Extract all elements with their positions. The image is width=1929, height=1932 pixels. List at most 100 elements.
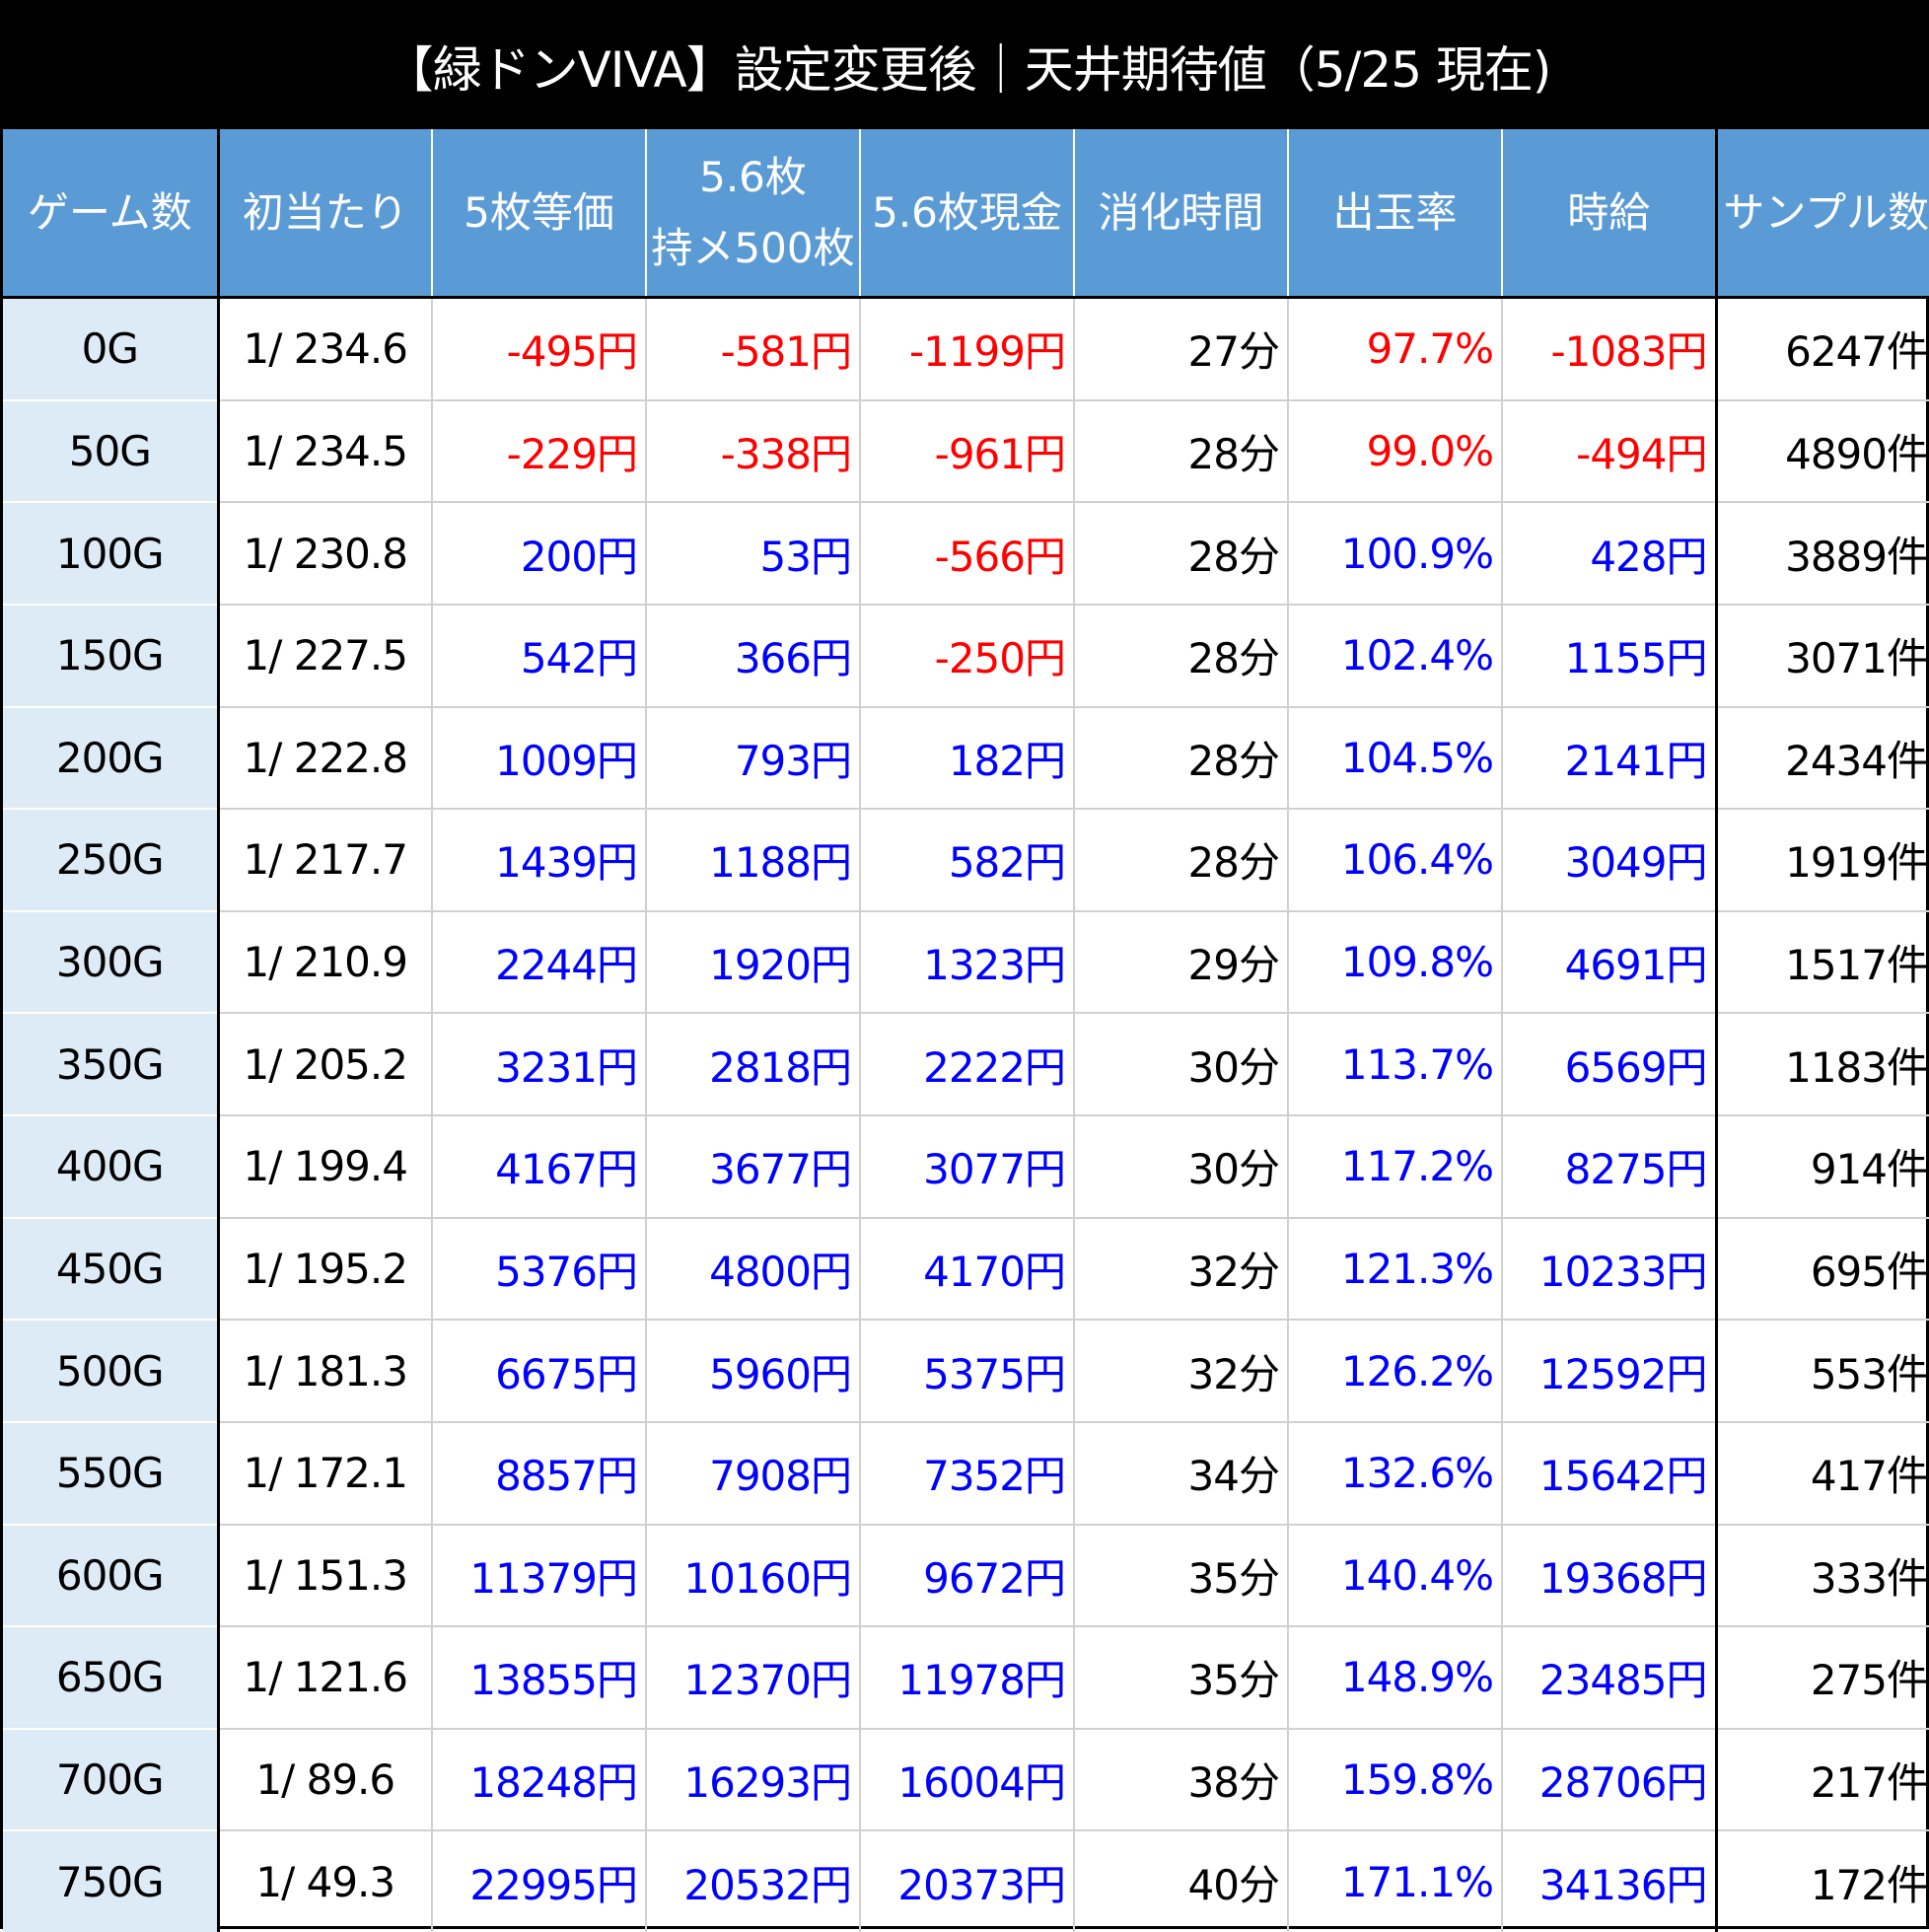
cell-first-hit: 1/ 172.1 xyxy=(218,1422,432,1525)
cell-first-hit: 1/ 227.5 xyxy=(218,605,432,707)
cell-cash-56: 7352円 xyxy=(860,1422,1074,1525)
cell-hold-56: 793円 xyxy=(646,707,860,810)
cell-cash-56: 4170円 xyxy=(860,1218,1074,1321)
column-header-cash-56: 5.6枚現金 xyxy=(860,129,1074,298)
cell-equal-5: 18248円 xyxy=(432,1729,646,1831)
column-header-equal-5: 5枚等価 xyxy=(432,129,646,298)
column-header-label: ゲーム数 xyxy=(28,188,192,237)
cell-equal-5: -495円 xyxy=(432,298,646,400)
cell-hold-56: 5960円 xyxy=(646,1320,860,1422)
cell-hourly-wage: 4691円 xyxy=(1502,911,1716,1014)
cell-games: 150G xyxy=(3,605,218,707)
cell-hourly-wage: 2141円 xyxy=(1502,707,1716,810)
column-header-sample-count: サンプル数 xyxy=(1716,129,1929,298)
cell-cash-56: 3077円 xyxy=(860,1115,1074,1218)
cell-hourly-wage: 28706円 xyxy=(1502,1729,1716,1831)
cell-hourly-wage: 1155円 xyxy=(1502,605,1716,707)
column-header-label: 5.6枚現金 xyxy=(872,188,1062,237)
cell-play-time: 28分 xyxy=(1074,707,1288,810)
column-header-label: 時給 xyxy=(1567,188,1650,237)
cell-first-hit: 1/ 199.4 xyxy=(218,1115,432,1218)
cell-cash-56: -250円 xyxy=(860,605,1074,707)
cell-payout-rate: 100.9% xyxy=(1288,502,1502,605)
cell-first-hit: 1/ 222.8 xyxy=(218,707,432,810)
cell-games: 0G xyxy=(3,298,218,400)
cell-cash-56: 582円 xyxy=(860,809,1074,911)
cell-payout-rate: 159.8% xyxy=(1288,1729,1502,1831)
cell-hourly-wage: 23485円 xyxy=(1502,1626,1716,1729)
cell-play-time: 32分 xyxy=(1074,1320,1288,1422)
cell-games: 450G xyxy=(3,1218,218,1321)
cell-first-hit: 1/ 230.8 xyxy=(218,502,432,605)
cell-games: 650G xyxy=(3,1626,218,1729)
cell-equal-5: 2244円 xyxy=(432,911,646,1014)
cell-play-time: 28分 xyxy=(1074,605,1288,707)
cell-play-time: 28分 xyxy=(1074,400,1288,503)
cell-sample-count: 1919件 xyxy=(1716,809,1929,911)
cell-hourly-wage: -1083円 xyxy=(1502,298,1716,400)
cell-hold-56: -338円 xyxy=(646,400,860,503)
cell-games: 700G xyxy=(3,1729,218,1831)
cell-play-time: 29分 xyxy=(1074,911,1288,1014)
cell-sample-count: 6247件 xyxy=(1716,298,1929,400)
cell-games: 100G xyxy=(3,502,218,605)
cell-first-hit: 1/ 234.6 xyxy=(218,298,432,400)
cell-payout-rate: 97.7% xyxy=(1288,298,1502,400)
cell-hourly-wage: 428円 xyxy=(1502,502,1716,605)
cell-payout-rate: 126.2% xyxy=(1288,1320,1502,1422)
cell-play-time: 30分 xyxy=(1074,1115,1288,1218)
cell-cash-56: 5375円 xyxy=(860,1320,1074,1422)
cell-equal-5: 5376円 xyxy=(432,1218,646,1321)
cell-payout-rate: 104.5% xyxy=(1288,707,1502,810)
cell-hold-56: 16293円 xyxy=(646,1729,860,1831)
cell-hourly-wage: 19368円 xyxy=(1502,1525,1716,1627)
cell-hourly-wage: 6569円 xyxy=(1502,1013,1716,1115)
cell-sample-count: 3071件 xyxy=(1716,605,1929,707)
cell-equal-5: 8857円 xyxy=(432,1422,646,1525)
cell-cash-56: -961円 xyxy=(860,400,1074,503)
cell-first-hit: 1/ 195.2 xyxy=(218,1218,432,1321)
cell-hold-56: 4800円 xyxy=(646,1218,860,1321)
column-header-first-hit: 初当たり xyxy=(218,129,432,298)
cell-games: 350G xyxy=(3,1013,218,1115)
cell-hold-56: 1188円 xyxy=(646,809,860,911)
cell-equal-5: 542円 xyxy=(432,605,646,707)
cell-hold-56: 20532円 xyxy=(646,1830,860,1932)
cell-sample-count: 417件 xyxy=(1716,1422,1929,1525)
cell-cash-56: 11978円 xyxy=(860,1626,1074,1729)
cell-cash-56: 9672円 xyxy=(860,1525,1074,1627)
cell-games: 750G xyxy=(3,1830,218,1932)
cell-equal-5: 1439円 xyxy=(432,809,646,911)
cell-hold-56: 366円 xyxy=(646,605,860,707)
cell-play-time: 38分 xyxy=(1074,1729,1288,1831)
cell-equal-5: 13855円 xyxy=(432,1626,646,1729)
cell-hourly-wage: 34136円 xyxy=(1502,1830,1716,1932)
cell-sample-count: 3889件 xyxy=(1716,502,1929,605)
column-header-label: 初当たり xyxy=(243,188,408,237)
column-header-label: 5.6枚 xyxy=(699,153,807,201)
cell-hold-56: 53円 xyxy=(646,502,860,605)
cell-play-time: 34分 xyxy=(1074,1422,1288,1525)
cell-games: 400G xyxy=(3,1115,218,1218)
cell-sample-count: 172件 xyxy=(1716,1830,1929,1932)
cell-games: 200G xyxy=(3,707,218,810)
cell-cash-56: 2222円 xyxy=(860,1013,1074,1115)
cell-hold-56: 2818円 xyxy=(646,1013,860,1115)
cell-play-time: 40分 xyxy=(1074,1830,1288,1932)
cell-sample-count: 333件 xyxy=(1716,1525,1929,1627)
cell-cash-56: -1199円 xyxy=(860,298,1074,400)
cell-first-hit: 1/ 217.7 xyxy=(218,809,432,911)
cell-payout-rate: 99.0% xyxy=(1288,400,1502,503)
cell-games: 50G xyxy=(3,400,218,503)
cell-sample-count: 914件 xyxy=(1716,1115,1929,1218)
cell-payout-rate: 102.4% xyxy=(1288,605,1502,707)
column-header-label: 持メ500枚 xyxy=(651,224,854,272)
